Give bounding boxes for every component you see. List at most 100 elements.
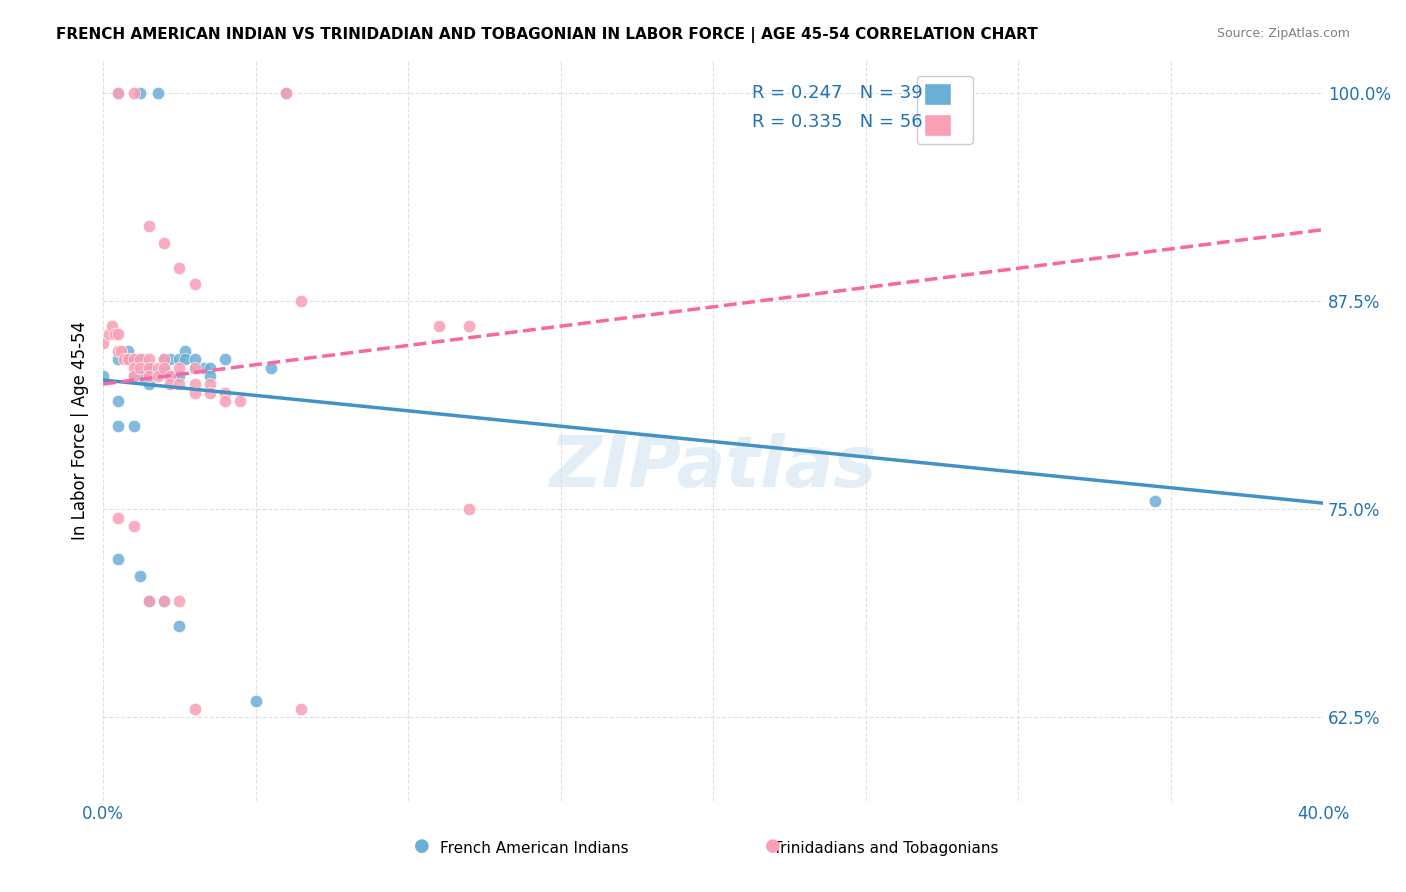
Point [153,594,176,608]
Point [245,694,267,708]
Point [122,519,145,533]
Point [169,369,191,384]
Point [138,352,160,367]
Point [146,360,169,375]
Point [117,344,139,359]
Text: Trinidadians and Tobagonians: Trinidadians and Tobagonians [773,841,998,856]
Point [169,352,191,367]
Point [122,352,145,367]
Point [427,319,450,334]
Point [146,86,169,100]
Point [458,502,481,516]
Point [122,369,145,384]
Point [198,360,221,375]
Point [183,360,205,375]
Text: R = 0.247   N = 39: R = 0.247 N = 39 [752,84,922,102]
Point [153,360,176,375]
Point [132,352,155,367]
Point [153,360,176,375]
Point [290,294,312,309]
Point [169,360,191,375]
Point [138,219,160,233]
Y-axis label: In Labor Force | Age 45-54: In Labor Force | Age 45-54 [72,320,89,540]
Point [174,352,197,367]
Point [276,86,298,100]
Point [132,369,155,384]
Point [91,369,114,384]
Point [193,360,215,375]
Legend: , : , [917,76,973,144]
Point [153,594,176,608]
Point [128,86,150,100]
Point [153,235,176,250]
Point [153,352,176,367]
Point [138,369,160,384]
Point [107,394,129,409]
Point [169,260,191,275]
Point [122,419,145,434]
Point [159,369,181,384]
Point [107,327,129,342]
Text: Source: ZipAtlas.com: Source: ZipAtlas.com [1216,27,1350,40]
Text: R = 0.335   N = 56: R = 0.335 N = 56 [752,113,922,131]
Point [153,352,176,367]
Point [159,352,181,367]
Point [146,369,169,384]
Point [138,594,160,608]
Text: FRENCH AMERICAN INDIAN VS TRINIDADIAN AND TOBAGONIAN IN LABOR FORCE | AGE 45-54 : FRENCH AMERICAN INDIAN VS TRINIDADIAN AN… [56,27,1038,43]
Point [107,552,129,566]
Point [138,360,160,375]
Point [169,619,191,633]
Point [260,360,283,375]
Point [1144,494,1167,508]
Point [138,377,160,392]
Point [101,319,124,334]
Point [183,702,205,716]
Point [128,569,150,583]
Point [276,86,298,100]
Text: ●: ● [413,837,430,855]
Point [214,385,236,400]
Point [128,352,150,367]
Point [98,327,121,342]
Point [138,594,160,608]
Text: ●: ● [765,837,782,855]
Point [122,352,145,367]
Point [229,394,252,409]
Point [183,277,205,292]
Point [183,360,205,375]
Point [107,419,129,434]
Text: ZIPatlas: ZIPatlas [550,433,877,501]
Point [107,344,129,359]
Point [159,377,181,392]
Point [214,394,236,409]
Point [117,352,139,367]
Point [104,327,127,342]
Point [183,352,205,367]
Point [91,335,114,350]
Point [183,377,205,392]
Point [138,360,160,375]
Point [122,360,145,375]
Point [214,352,236,367]
Point [107,352,129,367]
Point [107,86,129,100]
Point [110,344,132,359]
Point [169,594,191,608]
Point [198,385,221,400]
Point [117,352,139,367]
Point [122,86,145,100]
Point [183,385,205,400]
Point [122,369,145,384]
Point [458,319,481,334]
Point [128,360,150,375]
Point [174,344,197,359]
Point [198,369,221,384]
Point [114,352,136,367]
Point [198,377,221,392]
Point [169,377,191,392]
Point [290,702,312,716]
Point [138,594,160,608]
Point [107,86,129,100]
Point [107,510,129,524]
